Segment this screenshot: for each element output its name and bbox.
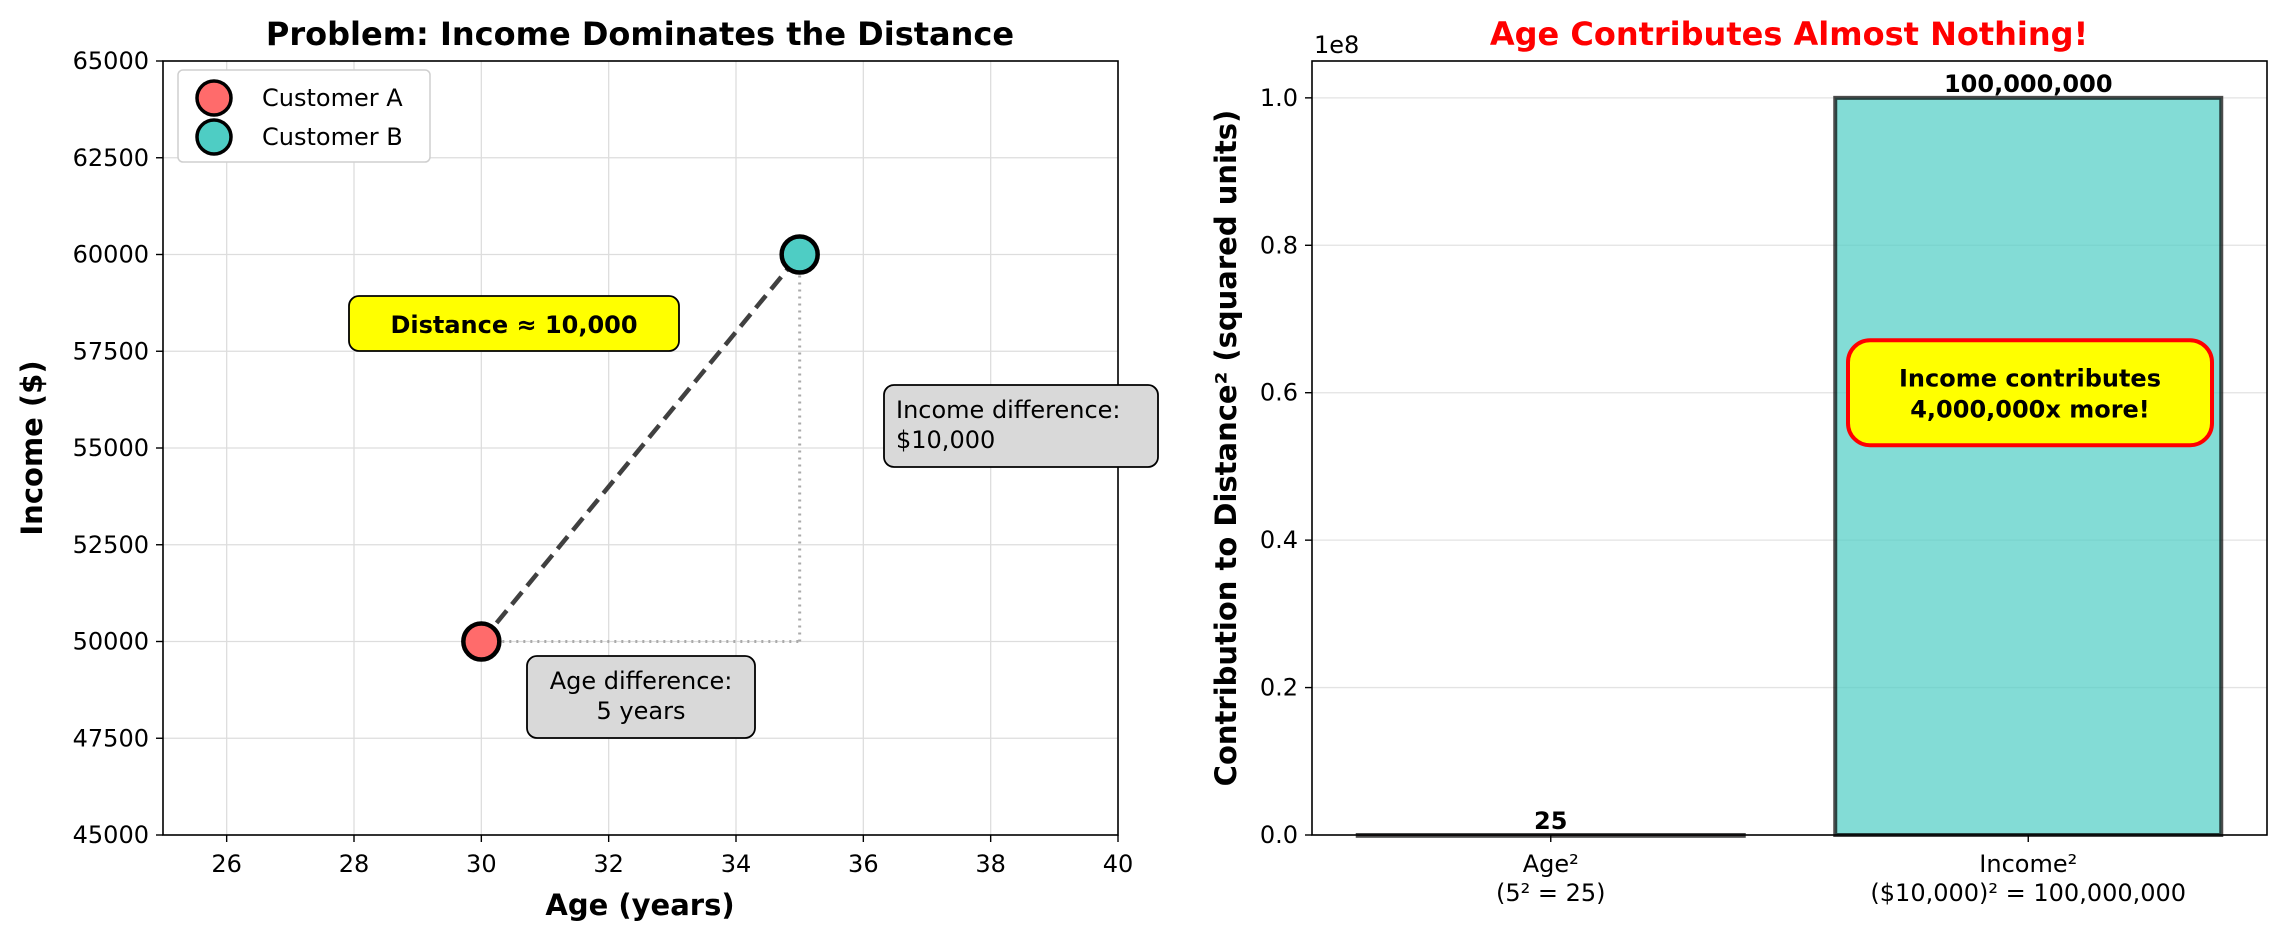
legend-marker-customer-b <box>195 118 233 156</box>
legend-marker-customer-a <box>195 79 233 117</box>
y-tick-label: 60000 <box>73 241 149 269</box>
y-tick-label: 0.4 <box>1260 526 1298 554</box>
right-offset-label: 1e8 <box>1314 31 1359 59</box>
x-tick-label: 40 <box>1103 850 1134 878</box>
legend-label-customer-b: Customer B <box>262 123 403 151</box>
bar-income <box>1833 95 2224 838</box>
x-tick-label: ($10,000)² = 100,000,000 <box>1870 879 2186 907</box>
income-difference-annotation: Income difference: $10,000 <box>883 384 1159 468</box>
income-difference-line1: Income difference: <box>896 396 1121 424</box>
right-x-ticks: Age²(5² = 25) Income²($10,000)² = 100,000… <box>1496 835 2186 907</box>
left-guides <box>479 253 802 643</box>
left-points <box>461 234 820 662</box>
distance-annotation-text: Distance ≈ 10,000 <box>390 311 637 339</box>
right-chart-title: Age Contributes Almost Nothing! <box>1490 15 2088 53</box>
y-tick-label: 1.0 <box>1260 84 1298 112</box>
left-y-axis-label: Income ($) <box>15 360 49 535</box>
left-chart: 26 28 30 32 34 36 38 40 45000 47500 50000 52500 550… <box>15 15 1159 922</box>
legend-label-customer-a: Customer A <box>262 84 403 112</box>
x-tick-label: 32 <box>593 850 624 878</box>
y-tick-label: 47500 <box>73 724 149 752</box>
income-callout-line1: Income contributes <box>1899 365 2161 393</box>
x-tick-label: 26 <box>211 850 242 878</box>
bar-value-label: 25 <box>1534 807 1567 835</box>
left-x-ticks: 26 28 30 32 34 36 38 40 <box>211 835 1133 878</box>
x-tick-label: 38 <box>975 850 1006 878</box>
x-tick-label: (5² = 25) <box>1496 879 1606 907</box>
x-tick-label: Income² <box>1979 850 2077 878</box>
left-chart-title: Problem: Income Dominates the Distance <box>266 15 1014 53</box>
right-y-axis-label: Contribution to Distance² (squared units… <box>1209 110 1243 787</box>
y-tick-label: 45000 <box>73 821 149 849</box>
y-tick-label: 62500 <box>73 144 149 172</box>
x-tick-label: 36 <box>848 850 879 878</box>
income-difference-line2: $10,000 <box>896 426 995 454</box>
income-callout-line2: 4,000,000x more! <box>1910 396 2150 424</box>
y-tick-label: 0.8 <box>1260 231 1298 259</box>
y-tick-label: 0.6 <box>1260 379 1298 407</box>
bar-value-label: 100,000,000 <box>1944 70 2113 98</box>
point-customer-a <box>461 621 502 662</box>
x-tick-label: 28 <box>339 850 370 878</box>
y-tick-label: 0.0 <box>1260 821 1298 849</box>
x-tick-label: 34 <box>721 850 752 878</box>
age-difference-line1: Age difference: <box>550 667 733 695</box>
y-tick-label: 55000 <box>73 434 149 462</box>
point-customer-b <box>779 234 820 275</box>
right-plot-frame <box>1311 60 2268 836</box>
y-tick-label: 57500 <box>73 337 149 365</box>
y-tick-label: 50000 <box>73 628 149 656</box>
right-bars: 25 100,000,000 <box>1355 70 2224 838</box>
x-tick-label: 30 <box>466 850 497 878</box>
legend-box <box>177 69 431 163</box>
income-callout: Income contributes 4,000,000x more! <box>1846 338 2214 448</box>
distance-annotation: Distance ≈ 10,000 <box>348 295 680 352</box>
x-tick-label: Age² <box>1523 850 1579 878</box>
right-chart: 25 100,000,000 0.0 0.2 0.4 0.6 0.8 1.0 Age²(5²… <box>1209 15 2268 907</box>
y-tick-label: 52500 <box>73 531 149 559</box>
distance-line <box>479 253 802 643</box>
y-tick-label: 65000 <box>73 47 149 75</box>
left-legend: Customer A Customer B <box>177 69 431 163</box>
y-tick-label: 0.2 <box>1260 674 1298 702</box>
right-y-ticks: 0.0 0.2 0.4 0.6 0.8 1.0 <box>1260 84 1312 849</box>
left-x-axis-label: Age (years) <box>545 888 734 922</box>
age-difference-annotation: Age difference: 5 years <box>526 655 756 739</box>
left-y-ticks: 45000 47500 50000 52500 55000 57500 60000 62500… <box>73 47 163 849</box>
age-difference-line2: 5 years <box>597 697 686 725</box>
